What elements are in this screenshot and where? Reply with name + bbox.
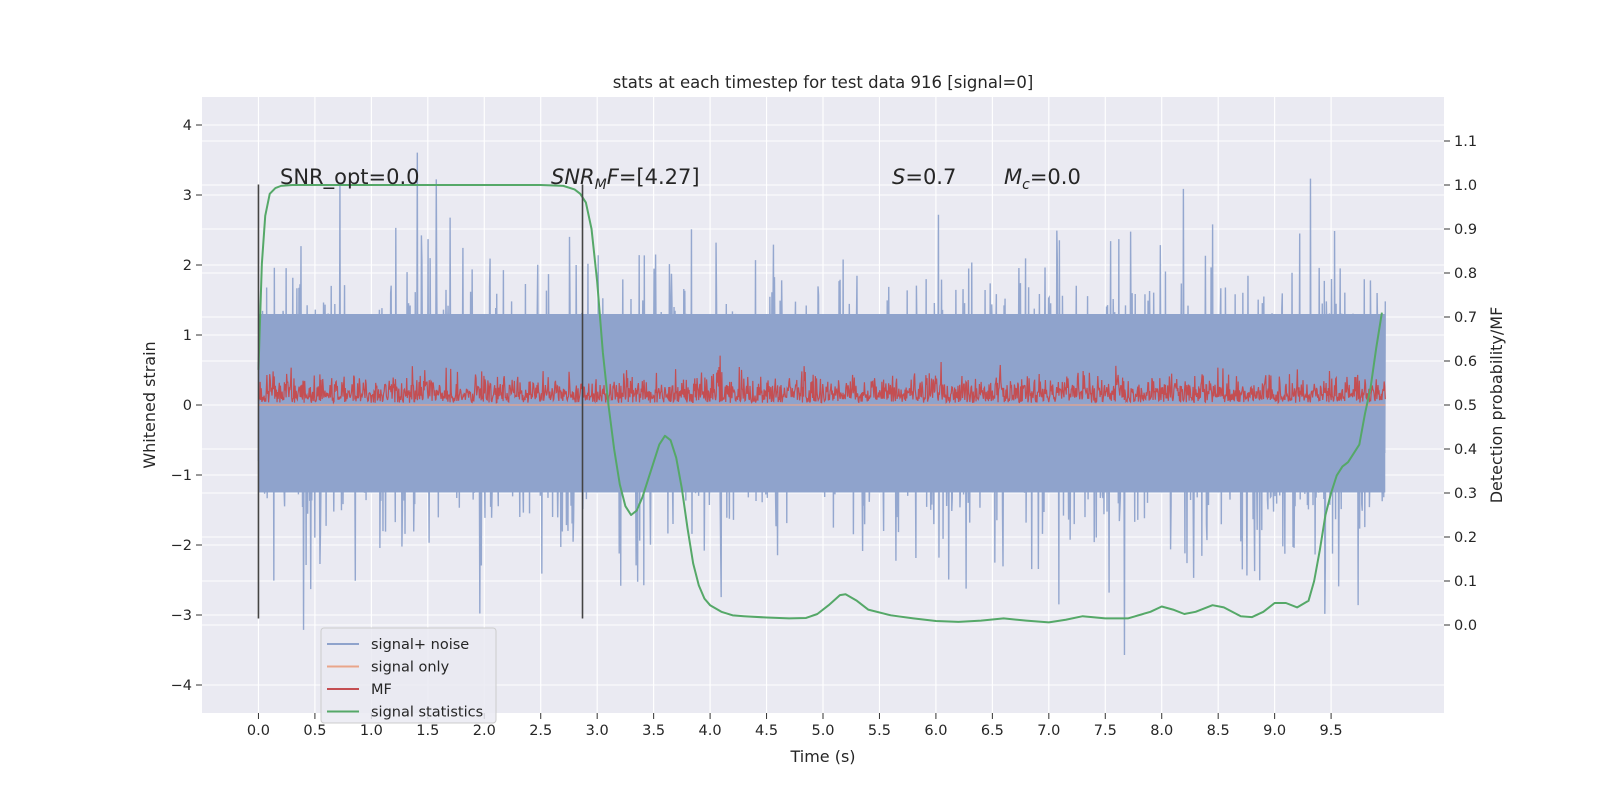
annotation-mc-main: M xyxy=(1004,165,1022,189)
x-tick-label: 0.5 xyxy=(303,723,326,739)
legend-label: signal statistics xyxy=(371,705,483,721)
y-tick-label: −2 xyxy=(171,538,192,554)
x-tick-label: 4.5 xyxy=(755,723,778,739)
y2-tick-label: 0.0 xyxy=(1454,618,1477,634)
y2-axis-label: Detection probability/MF xyxy=(1487,307,1506,504)
legend-box xyxy=(320,627,497,724)
annotation-mc-sub: c xyxy=(1022,177,1030,193)
y-tick-label: −4 xyxy=(171,678,192,694)
x-tick-label: 2.5 xyxy=(529,723,552,739)
y-tick-label: 2 xyxy=(183,258,192,274)
y-tick-label: 4 xyxy=(183,118,192,134)
y-tick-label: 3 xyxy=(183,188,192,204)
x-tick-label: 1.5 xyxy=(416,723,439,739)
y-tick-label: 0 xyxy=(183,398,192,414)
annotation-snr-mf: SNRMF=[4.27] xyxy=(551,165,700,193)
y2-tick-label: 0.4 xyxy=(1454,442,1477,458)
y-tick-label: −1 xyxy=(171,468,192,484)
annotation-snr-mf-sub: M xyxy=(595,177,607,193)
annotation-snr-mf-rest: =[4.27] xyxy=(619,165,700,189)
x-tick-label: 7.5 xyxy=(1094,723,1117,739)
x-tick-label: 8.5 xyxy=(1207,723,1230,739)
x-tick-label: 7.0 xyxy=(1037,723,1060,739)
series-layer xyxy=(257,152,1386,655)
y-tick-label: 1 xyxy=(183,328,192,344)
x-tick-label: 9.0 xyxy=(1263,723,1286,739)
y2-tick-label: 0.7 xyxy=(1454,310,1477,326)
x-tick-label: 2.0 xyxy=(473,723,496,739)
y-axis-label: Whitened strain xyxy=(140,341,159,468)
annotation-snr-mf-rest-f: F xyxy=(607,165,620,189)
annotation-snr-opt: SNR_opt=0.0 xyxy=(280,165,420,190)
x-tick-label: 9.5 xyxy=(1320,723,1343,739)
x-tick-label: 5.0 xyxy=(811,723,834,739)
series-mf xyxy=(257,355,1386,405)
axes: 0.0 0.5 1.0 1.5 2.0 2.5 3.0 3.5 4.0 4.5 5.0 5.5 6.0 6… xyxy=(171,118,1477,739)
y2-tick-label: 1.1 xyxy=(1454,134,1477,150)
legend-label: MF xyxy=(371,682,392,698)
series-signal-statistics xyxy=(257,184,1383,624)
y2-tick-label: 0.9 xyxy=(1454,222,1477,238)
annotation-mc-rest: =0.0 xyxy=(1030,165,1081,189)
legend-label: signal+ noise xyxy=(371,637,469,653)
annotation-s-main: S xyxy=(892,165,905,189)
x-axis-label: Time (s) xyxy=(789,747,855,766)
x-tick-label: 8.0 xyxy=(1150,723,1173,739)
annotation-s-rest: =0.7 xyxy=(905,165,956,189)
y2-tick-label: 0.8 xyxy=(1454,266,1477,282)
y-tick-label: −3 xyxy=(171,608,192,624)
y2-tick-label: 0.5 xyxy=(1454,398,1477,414)
y2-tick-label: 0.6 xyxy=(1454,354,1477,370)
legend: signal+ noise signal only MF signal statist… xyxy=(320,627,497,724)
chart-title: stats at each timestep for test data 916… xyxy=(613,73,1034,92)
legend-label: signal only xyxy=(371,660,450,676)
y2-tick-label: 1.0 xyxy=(1454,178,1477,194)
y2-tick-label: 0.2 xyxy=(1454,530,1477,546)
x-tick-label: 3.0 xyxy=(586,723,609,739)
x-tick-label: 5.5 xyxy=(868,723,891,739)
annotation-s: S=0.7 xyxy=(892,165,956,189)
x-tick-label: 4.0 xyxy=(699,723,722,739)
annotation-mc: Mc=0.0 xyxy=(1004,165,1081,193)
y2-tick-label: 0.1 xyxy=(1454,574,1477,590)
annotation-snr-mf-main: SNR xyxy=(551,165,595,189)
x-tick-label: 0.0 xyxy=(247,723,270,739)
x-tick-label: 3.5 xyxy=(642,723,665,739)
x-tick-label: 6.5 xyxy=(981,723,1004,739)
x-tick-label: 6.0 xyxy=(924,723,947,739)
vertical-markers xyxy=(257,184,584,619)
x-tick-label: 1.0 xyxy=(360,723,383,739)
y2-tick-label: 0.3 xyxy=(1454,486,1477,502)
